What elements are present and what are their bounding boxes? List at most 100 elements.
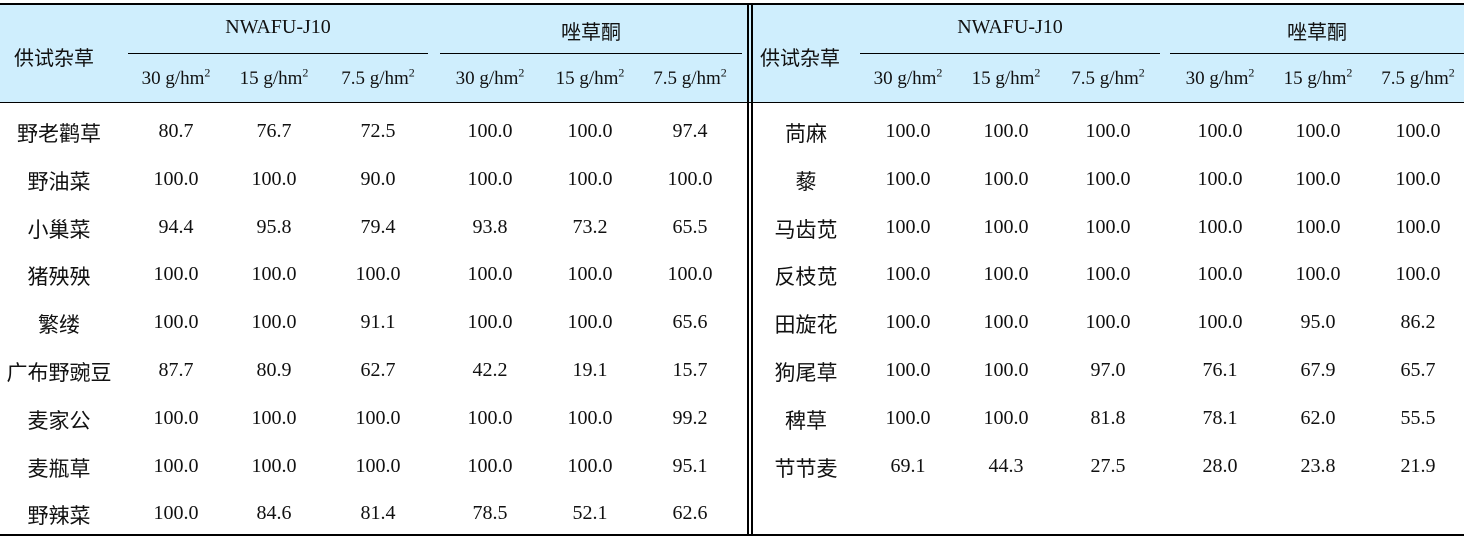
table-row: 野油菜 100.0 100.0 90.0 100.0 100.0 100.0 xyxy=(0,156,748,204)
control-value: 72.5 xyxy=(360,120,396,142)
control-value: 91.1 xyxy=(360,311,396,334)
weed-name: 小巢菜 xyxy=(27,217,91,242)
dose-exponent: 2 xyxy=(1138,65,1145,80)
control-value: 65.5 xyxy=(672,215,708,238)
dose-text: 30 g/hm xyxy=(141,68,205,89)
dose-text: 15 g/hm xyxy=(971,68,1035,89)
dose-exponent: 2 xyxy=(408,65,415,80)
control-value: 100.0 xyxy=(983,263,1029,286)
table-row: 小巢菜 94.4 95.8 79.4 93.8 73.2 65.5 xyxy=(0,204,748,252)
control-value: 100.0 xyxy=(983,406,1029,429)
control-value: 65.6 xyxy=(672,311,708,334)
dose-exponent: 2 xyxy=(936,65,943,80)
control-value: 78.1 xyxy=(1202,406,1238,429)
control-value: 81.8 xyxy=(1090,406,1126,429)
table-row: 繁缕 100.0 100.0 91.1 100.0 100.0 65.6 xyxy=(0,299,748,347)
weed-name: 反枝苋 xyxy=(774,265,838,290)
control-value: 87.7 xyxy=(158,359,194,381)
top-rule xyxy=(0,3,1464,5)
control-value: 100.0 xyxy=(1085,215,1131,238)
table-row: 反枝苋 100.0 100.0 100.0 100.0 100.0 100.0 xyxy=(752,251,1464,299)
control-value: 100.0 xyxy=(1395,263,1441,286)
weed-name: 苘麻 xyxy=(785,122,827,146)
weed-name: 藜 xyxy=(795,169,817,194)
control-value: 28.0 xyxy=(1202,454,1238,477)
table-row: 马齿苋 100.0 100.0 100.0 100.0 100.0 100.0 xyxy=(752,204,1464,252)
control-value: 100.0 xyxy=(251,406,297,429)
control-value: 76.7 xyxy=(256,120,292,142)
dose-text: 30 g/hm xyxy=(1185,68,1249,89)
control-value: 97.4 xyxy=(672,120,708,142)
control-value: 100.0 xyxy=(1295,120,1341,142)
weed-name: 狗尾草 xyxy=(774,361,838,385)
control-value: 93.8 xyxy=(472,215,508,238)
dose-exponent: 2 xyxy=(1448,65,1455,80)
dose-exponent: 2 xyxy=(1248,65,1255,80)
control-value: 100.0 xyxy=(251,454,297,477)
table-row: 野老鹳草 80.7 76.7 72.5 100.0 100.0 97.4 xyxy=(0,108,748,156)
control-value: 27.5 xyxy=(1090,454,1126,477)
dose-text: 15 g/hm xyxy=(1283,68,1347,89)
dose-exponent: 2 xyxy=(204,65,211,80)
control-value: 100.0 xyxy=(1197,167,1243,190)
control-value: 15.7 xyxy=(672,359,708,381)
control-value: 76.1 xyxy=(1202,359,1238,381)
dose-header: 15 g/hm2 xyxy=(954,67,1058,90)
table-row: 稗草 100.0 100.0 81.8 78.1 62.0 55.5 xyxy=(752,395,1464,443)
weed-name: 麦家公 xyxy=(27,408,91,433)
control-value: 73.2 xyxy=(572,215,608,238)
group-header-nwafu-j10: NWAFU-J10 xyxy=(225,16,331,38)
control-value: 100.0 xyxy=(1085,311,1131,334)
dose-header: 30 g/hm2 xyxy=(856,65,960,90)
control-value: 65.7 xyxy=(1400,359,1436,381)
weed-name: 稗草 xyxy=(785,408,827,433)
control-value: 100.0 xyxy=(885,215,931,238)
dose-text: 7.5 g/hm xyxy=(1071,68,1139,89)
dose-header: 30 g/hm2 xyxy=(1168,65,1272,90)
control-value: 100.0 xyxy=(1197,120,1243,142)
double-divider-line-1 xyxy=(747,5,749,534)
control-value: 100.0 xyxy=(983,215,1029,238)
control-value: 23.8 xyxy=(1300,454,1336,477)
control-value: 100.0 xyxy=(1197,215,1243,238)
dose-text: 30 g/hm xyxy=(455,68,519,89)
table-row: 广布野豌豆 87.7 80.9 62.7 42.2 19.1 15.7 xyxy=(0,347,748,395)
control-value: 100.0 xyxy=(1395,167,1441,190)
control-value: 94.4 xyxy=(158,215,194,238)
control-value: 100.0 xyxy=(467,406,513,429)
control-value: 62.7 xyxy=(360,359,396,381)
control-value: 86.2 xyxy=(1400,311,1436,334)
control-value: 100.0 xyxy=(667,167,713,190)
control-value: 100.0 xyxy=(1085,263,1131,286)
group-header-rule xyxy=(440,53,742,54)
control-value: 90.0 xyxy=(360,167,396,190)
control-value: 21.9 xyxy=(1400,454,1436,477)
double-divider-line-2 xyxy=(751,5,753,534)
control-value: 100.0 xyxy=(1295,263,1341,286)
table-row: 藜 100.0 100.0 100.0 100.0 100.0 100.0 xyxy=(752,156,1464,204)
weed-name: 马齿苋 xyxy=(774,217,838,242)
table-row: 田旋花 100.0 100.0 100.0 100.0 95.0 86.2 xyxy=(752,299,1464,347)
control-value: 95.1 xyxy=(672,454,708,477)
control-value: 100.0 xyxy=(153,502,199,525)
control-value: 100.0 xyxy=(885,359,931,381)
dose-header: 15 g/hm2 xyxy=(1266,67,1370,90)
group-header-nwafu-j10: NWAFU-J10 xyxy=(957,16,1063,38)
control-value: 100.0 xyxy=(983,359,1029,381)
control-value: 100.0 xyxy=(885,167,931,190)
control-value: 100.0 xyxy=(1395,215,1441,238)
dose-header: 7.5 g/hm2 xyxy=(1366,65,1464,90)
control-value: 19.1 xyxy=(572,359,608,381)
weed-name: 猪殃殃 xyxy=(27,265,91,290)
dose-header: 15 g/hm2 xyxy=(222,67,326,90)
weed-name: 田旋花 xyxy=(774,313,838,338)
group-header-flucarbazone: 唑草酮 xyxy=(561,22,621,44)
control-value: 100.0 xyxy=(1295,167,1341,190)
control-value: 100.0 xyxy=(567,406,613,429)
header-rule xyxy=(0,102,1464,103)
control-value: 100.0 xyxy=(1295,215,1341,238)
control-value: 100.0 xyxy=(467,263,513,286)
group-header-rule xyxy=(128,53,428,54)
table-row: 麦家公 100.0 100.0 100.0 100.0 100.0 99.2 xyxy=(0,395,748,443)
